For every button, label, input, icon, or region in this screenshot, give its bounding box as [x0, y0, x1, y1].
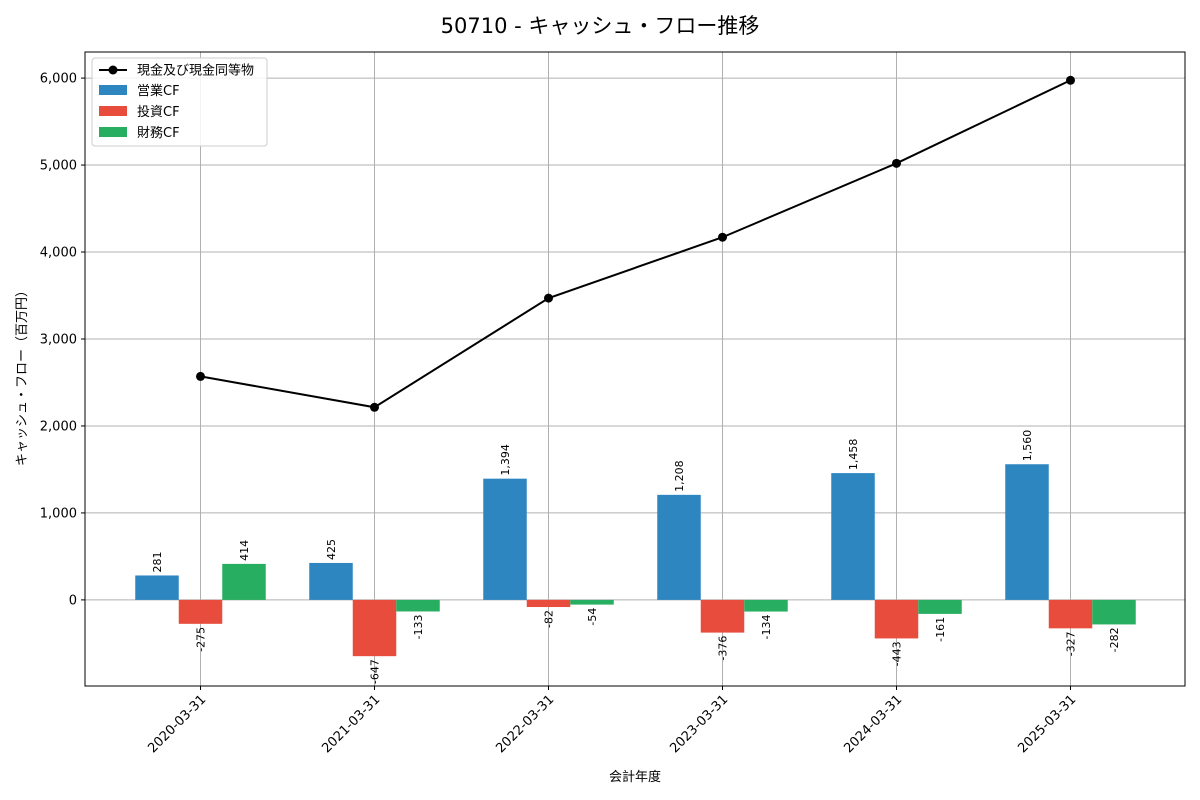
bar-1-2 — [526, 599, 571, 608]
bar-2-2 — [570, 599, 614, 605]
x-axis-label: 会計年度 — [609, 769, 661, 785]
bar-value-label: -443 — [891, 641, 904, 666]
y-tick-label: 6,000 — [40, 72, 77, 87]
legend-label-operating: 営業CF — [137, 83, 180, 99]
bar-value-label: 425 — [325, 539, 338, 560]
legend-line-marker — [108, 65, 118, 75]
x-tick-label: 2025-03-31 — [1015, 692, 1079, 756]
bar-value-label: -54 — [586, 608, 599, 626]
bar-0-4 — [831, 473, 875, 600]
bar-value-label: 1,394 — [499, 444, 512, 476]
bar-2-5 — [1092, 599, 1136, 625]
y-axis-label: キャッシュ・フロー（百万円） — [15, 284, 30, 466]
bar-value-label: -376 — [717, 636, 730, 661]
legend-label-financing: 財務CF — [137, 126, 180, 141]
legend-swatch-financing — [99, 127, 127, 137]
bar-value-labels: 281 425 1,394 1,208 1,458 1,560 -275 -647 -82 -37… — [151, 430, 1121, 684]
bar-2-1 — [396, 599, 440, 612]
cash-point — [544, 293, 553, 303]
plot-area-frame — [84, 51, 1186, 687]
bar-value-label: -161 — [934, 617, 947, 642]
chart-title: 50710 - キャッシュ・フロー推移 — [441, 14, 760, 38]
bar-value-label: 414 — [238, 540, 251, 561]
bar-0-5 — [1005, 464, 1049, 600]
y-tick-label: 2,000 — [40, 419, 77, 434]
y-tick-label: 1,000 — [40, 506, 77, 521]
cash-point — [892, 158, 901, 168]
bar-2-0 — [222, 563, 266, 600]
bar-0-2 — [483, 478, 527, 600]
bar-0-3 — [657, 494, 701, 600]
cash-point — [718, 232, 727, 242]
cash-line-series — [196, 75, 1075, 412]
bar-value-label: -282 — [1108, 627, 1121, 652]
legend-label-cash: 現金及び現金同等物 — [137, 63, 254, 79]
bar-2-4 — [918, 599, 962, 614]
y-axis: 0 1,000 2,000 3,000 4,000 5,000 6,000 — [40, 72, 85, 608]
bar-value-label: 1,208 — [673, 460, 686, 492]
bar-value-label: -275 — [195, 627, 208, 652]
y-tick-label: 3,000 — [40, 332, 77, 347]
legend-swatch-operating — [99, 85, 127, 95]
x-tick-label: 2021-03-31 — [319, 692, 383, 756]
bar-0-0 — [135, 575, 179, 600]
cash-line — [200, 79, 1071, 409]
legend-label-investing: 投資CF — [137, 104, 180, 120]
bar-1-1 — [352, 599, 397, 657]
y-tick-label: 4,000 — [40, 246, 77, 261]
bar-1-5 — [1048, 599, 1093, 629]
bar-value-label: 281 — [151, 551, 164, 572]
x-tick-label: 2022-03-31 — [493, 692, 557, 756]
x-axis: 2020-03-31 2021-03-31 2022-03-31 2023-03-31… — [145, 686, 1079, 756]
cash-point — [1066, 75, 1075, 85]
x-tick-label: 2020-03-31 — [145, 692, 209, 756]
bar-value-label: -327 — [1065, 631, 1078, 656]
bar-value-label: -133 — [412, 614, 425, 639]
y-tick-label: 5,000 — [40, 159, 77, 174]
x-tick-label: 2024-03-31 — [841, 692, 905, 756]
cash-point — [370, 402, 379, 412]
bar-value-label: -647 — [369, 659, 382, 684]
bar-2-3 — [744, 599, 788, 612]
bar-value-label: 1,560 — [1021, 430, 1034, 462]
legend: 現金及び現金同等物 営業CF 投資CF 財務CF — [91, 57, 268, 147]
bar-1-4 — [874, 599, 919, 639]
bar-value-label: 1,458 — [847, 439, 860, 471]
bar-1-0 — [178, 599, 223, 624]
bar-marks — [135, 464, 1136, 657]
bar-0-1 — [309, 562, 353, 600]
bar-1-3 — [700, 599, 745, 633]
grid-lines — [85, 52, 1185, 686]
y-tick-label: 0 — [69, 593, 77, 608]
cash-point — [196, 371, 205, 381]
bar-value-label: -82 — [543, 610, 556, 628]
legend-swatch-investing — [99, 106, 127, 116]
bar-value-label: -134 — [760, 615, 773, 640]
x-tick-label: 2023-03-31 — [667, 692, 731, 756]
legend-box — [91, 57, 268, 147]
